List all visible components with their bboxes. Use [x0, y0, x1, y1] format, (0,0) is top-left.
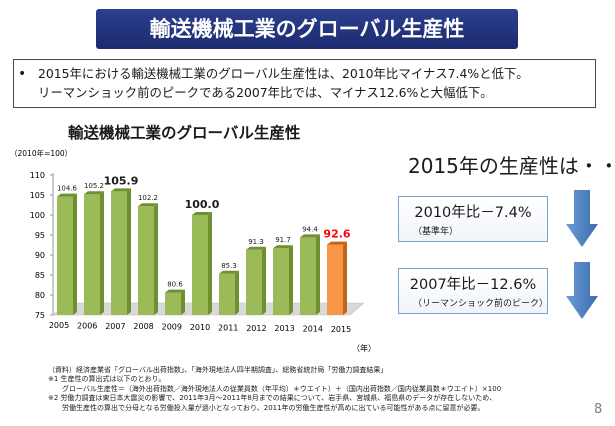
y-tick-label: 110	[30, 171, 45, 180]
bar	[219, 273, 235, 315]
bar-top	[84, 191, 104, 195]
x-tick-label: 2008	[133, 322, 153, 331]
bar	[300, 237, 316, 315]
y-tick-label: 85	[35, 271, 45, 280]
bullet-box: • 2015年における輸送機械工業のグローバル生産性は、2010年比マイナス7.…	[13, 59, 596, 108]
data-label: 100.0	[185, 198, 220, 211]
bar-top	[57, 193, 77, 197]
bar-top	[246, 246, 266, 250]
bullet-marker: •	[18, 66, 27, 82]
bar	[246, 249, 262, 315]
x-tick-label: 2007	[105, 322, 125, 331]
bar	[57, 196, 73, 315]
bullet-line-2: リーマンショック前のピークである2007年比では、マイナス12.6%と大幅低下。	[38, 85, 493, 100]
chart-title: 輸送機械工業のグローバル生産性	[68, 124, 301, 142]
summary-box-2010-main: 2010年比－7.4%	[414, 205, 532, 221]
down-arrow-icon	[566, 190, 598, 247]
bar	[192, 215, 208, 315]
data-label: 92.6	[323, 228, 350, 241]
bar-top	[165, 289, 185, 293]
bar-top	[111, 188, 131, 192]
bar-top	[300, 234, 320, 238]
slide-title: 輸送機械工業のグローバル生産性	[96, 9, 518, 49]
summary-box-2007: 2007年比－12.6% （リーマンショック前のピーク）	[398, 268, 548, 314]
data-label: 91.7	[275, 236, 291, 244]
footnote-1: ※1 生産性の算出式は以下のとおり。	[48, 375, 166, 384]
bar-side	[208, 212, 212, 315]
y-tick-label: 95	[35, 231, 45, 240]
bar-side	[100, 191, 104, 315]
footnote-2-cont: 労働生産性の算出で分母となる労働投入量が過小となっており、2011年の労働生産性…	[48, 403, 485, 412]
bar-top	[327, 241, 347, 245]
x-tick-label: 2009	[162, 323, 182, 332]
data-label: 105.9	[104, 174, 139, 187]
bar-top	[219, 270, 239, 274]
bar-side	[73, 193, 77, 315]
data-label: 104.6	[57, 185, 78, 193]
bar-side	[262, 246, 266, 315]
bar-chart: （2010年=100） 75 80 85 90 95 100 105 110 104.6 2005 1…	[10, 148, 376, 353]
summary-box-2007-main: 2007年比－12.6%	[409, 277, 537, 293]
data-label: 102.2	[138, 194, 158, 202]
bar-side	[127, 188, 131, 315]
page-number: 8	[594, 402, 603, 417]
bar	[165, 292, 181, 315]
y-tick-label: 75	[35, 311, 45, 320]
x-tick-label: 2013	[274, 324, 294, 333]
bar-side	[343, 241, 347, 315]
bar-side	[289, 245, 293, 315]
summary-box-2010-sub: （基準年）	[413, 227, 459, 237]
x-tick-label: 2015	[331, 325, 351, 334]
x-tick-label: 2006	[77, 321, 97, 330]
x-tick-label: 2005	[49, 321, 69, 330]
x-tick-label: 2014	[303, 325, 323, 334]
footnote-2: ※2 労働力調査は東日本大震災の影響で、2011年3月～2011年8月までの結果…	[48, 394, 497, 403]
x-axis-label: （年）	[352, 343, 376, 353]
bar	[327, 244, 343, 315]
y-tick-label: 90	[35, 251, 45, 260]
data-label: 94.4	[302, 225, 318, 233]
bar	[273, 248, 289, 315]
footnotes: （資料）経済産業省「グローバル出荷指数」、「海外現地法人四半期調査」、総務省統計…	[48, 366, 501, 413]
footnote-1-formula: グローバル生産性＝（海外出荷指数／海外現地法人の従業員数（年平均）＊ウエイト）＋…	[48, 384, 502, 393]
summary-box-2007-sub: （リーマンショック前のピーク）	[413, 299, 549, 309]
x-tick-label: 2011	[218, 323, 238, 332]
y-tick-label: 105	[30, 191, 45, 200]
bar-top	[192, 212, 212, 215]
summary-heading: 2015年の生産性は・・・	[408, 154, 615, 178]
data-label: 91.3	[248, 238, 264, 246]
bar-side	[235, 270, 239, 315]
bar-top	[273, 245, 293, 249]
bar-side	[181, 289, 185, 315]
summary-box-2010: 2010年比－7.4% （基準年）	[398, 196, 548, 242]
bar	[111, 191, 127, 315]
y-axis-label: （2010年=100）	[10, 148, 72, 158]
y-tick-label: 80	[35, 291, 45, 300]
data-label: 85.3	[221, 262, 237, 270]
data-label: 105.2	[84, 182, 104, 190]
x-tick-label: 2010	[190, 323, 210, 332]
bar-side	[316, 234, 320, 315]
bar-top	[138, 203, 158, 207]
y-tick-label: 100	[30, 211, 45, 220]
bullet-line-1: 2015年における輸送機械工業のグローバル生産性は、2010年比マイナス7.4%…	[38, 66, 529, 81]
x-tick-label: 2012	[246, 324, 266, 333]
down-arrow-icon	[566, 262, 598, 319]
bar-side	[154, 203, 158, 315]
bar	[138, 206, 154, 315]
footnote-source: （資料）経済産業省「グローバル出荷指数」、「海外現地法人四半期調査」、総務省統計…	[48, 366, 388, 374]
data-label: 80.6	[167, 281, 183, 289]
bar	[84, 194, 100, 315]
